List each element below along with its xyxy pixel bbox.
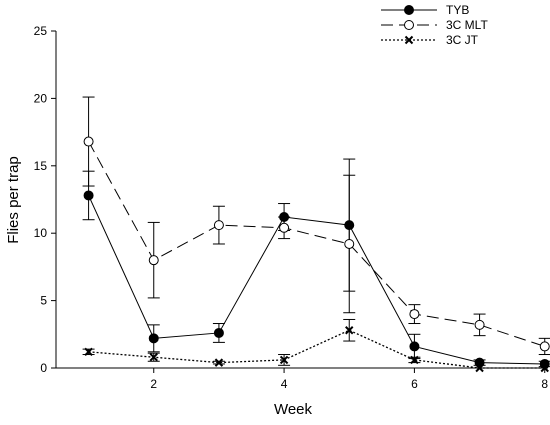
data-point <box>539 341 550 352</box>
series-line <box>88 141 545 347</box>
axes: 0 5 10 15 20 25 2 4 6 8 <box>34 24 549 391</box>
legend-item: 3C MLT <box>381 18 488 32</box>
y-tick-label: 25 <box>34 24 48 38</box>
data-point <box>404 35 414 45</box>
series-3c-mlt <box>82 96 550 356</box>
data-point-stroke <box>410 355 419 365</box>
data-point <box>149 353 158 362</box>
data-point <box>279 222 290 233</box>
data-point <box>213 327 224 338</box>
data-point-stroke <box>475 363 484 373</box>
series-3c-jt <box>82 318 549 373</box>
x-tick-label: 8 <box>541 377 548 391</box>
data-point-stroke <box>84 347 93 357</box>
data-point <box>279 355 289 365</box>
data-point <box>410 355 419 365</box>
series-layer <box>82 96 550 373</box>
data-point <box>214 358 224 367</box>
data-point <box>84 347 93 357</box>
y-tick-label: 10 <box>34 226 48 240</box>
data-point <box>344 238 355 249</box>
series-line <box>88 195 545 365</box>
data-point <box>474 319 485 330</box>
data-point-stroke <box>404 35 414 45</box>
y-tick-label: 0 <box>40 361 47 375</box>
y-tick-label: 5 <box>40 294 47 308</box>
data-point <box>404 5 414 15</box>
x-axis-title: Week <box>274 401 313 418</box>
series-line <box>88 329 545 369</box>
x-tick-label: 4 <box>281 377 288 391</box>
data-point-stroke <box>149 353 158 362</box>
data-point-stroke <box>214 358 224 367</box>
legend-label: 3C JT <box>446 33 479 47</box>
x-tick-label: 6 <box>411 377 418 391</box>
data-point <box>404 20 414 30</box>
data-point <box>540 363 549 373</box>
data-point <box>148 333 159 344</box>
legend-label: 3C MLT <box>446 18 488 32</box>
x-tick-label: 2 <box>150 377 157 391</box>
data-point-stroke <box>345 326 354 335</box>
data-point <box>213 220 224 231</box>
y-tick-label: 15 <box>34 159 48 173</box>
legend-label: TYB <box>446 3 469 17</box>
data-point <box>409 341 420 352</box>
legend-item: 3C JT <box>381 33 479 47</box>
data-point-stroke <box>540 363 549 373</box>
y-tick-label: 20 <box>34 91 48 105</box>
data-point <box>148 255 159 266</box>
data-point <box>345 326 354 335</box>
data-point <box>409 309 420 320</box>
data-point <box>83 190 94 201</box>
legend-item: TYB <box>381 3 469 17</box>
data-point <box>475 363 484 373</box>
y-axis-title: Flies per trap <box>5 156 22 244</box>
data-point-stroke <box>279 355 289 365</box>
data-point <box>83 136 94 147</box>
